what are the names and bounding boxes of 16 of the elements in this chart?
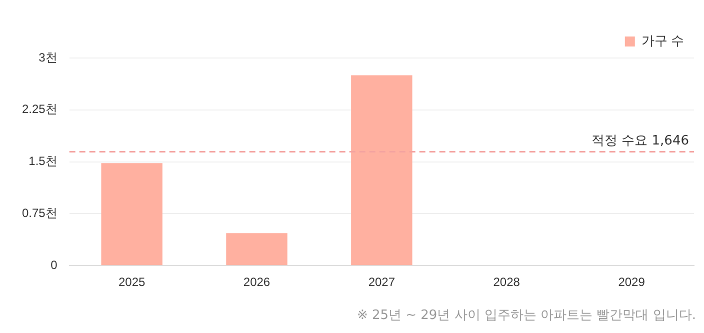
legend-label: 가구 수 <box>641 33 684 48</box>
x-tick-label: 2028 <box>493 275 520 290</box>
bar <box>351 75 412 266</box>
x-tick-label: 2025 <box>118 275 146 290</box>
y-tick-label: 0 <box>50 258 58 272</box>
bar <box>226 233 288 266</box>
x-tick-label: 2026 <box>243 275 270 290</box>
text: ※ 25년 ~ 29년 사이 입주하는 아파트는 빨간막대 입니다. <box>356 307 696 324</box>
y-tick-label: 1.5천 <box>28 154 58 168</box>
x-tick-label: 2027 <box>368 275 396 290</box>
x-tick-label: 2029 <box>618 275 646 290</box>
y-tick-label: 0.75천 <box>22 206 58 220</box>
bar <box>101 163 162 266</box>
y-tick-label: 2.25천 <box>22 102 58 116</box>
ref-line-label: 적정 수요 1,646 <box>592 134 689 149</box>
y-tick-label: 3천 <box>38 50 58 64</box>
